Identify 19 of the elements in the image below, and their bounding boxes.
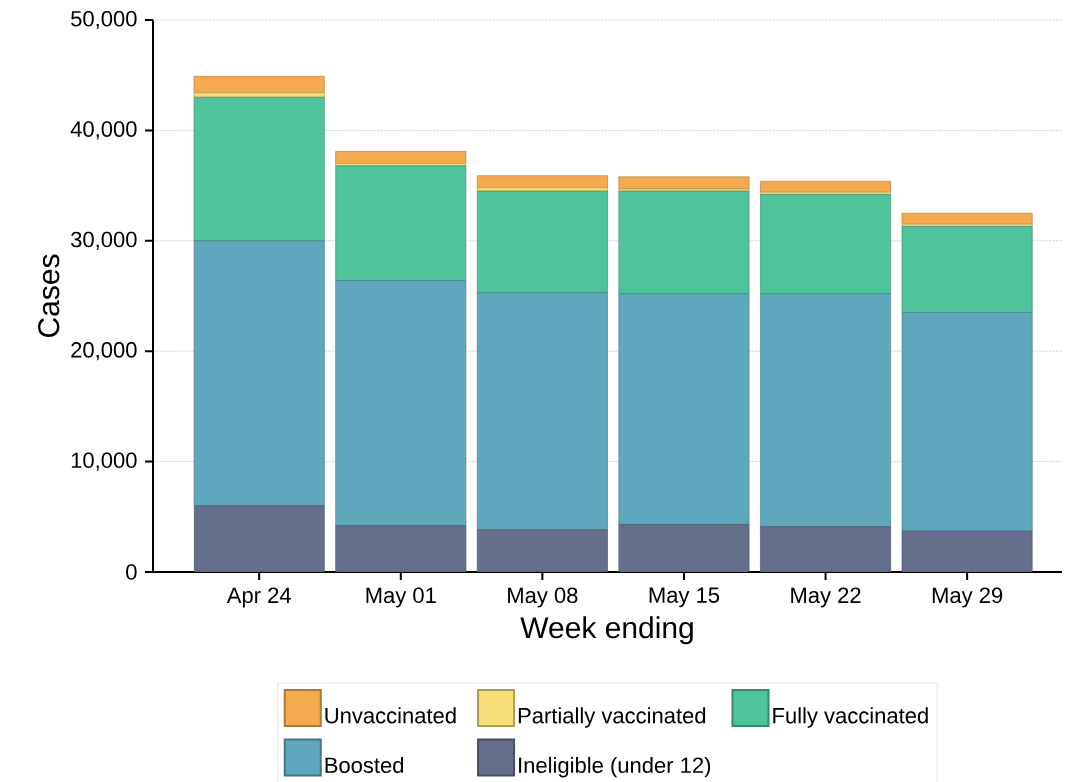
y-tick-label: 20,000 bbox=[71, 342, 137, 361]
y-tick-label: 0 bbox=[126, 564, 137, 580]
x-tick-label: May 01 bbox=[366, 587, 436, 608]
legend-label: Ineligible (under 12) bbox=[519, 756, 711, 778]
y-tick-label: 30,000 bbox=[71, 231, 137, 250]
x-tick-label: Apr 24 bbox=[226, 587, 291, 608]
x-tick-label: May 29 bbox=[932, 587, 1003, 608]
legend-label: Unvaccinated bbox=[325, 707, 456, 724]
y-tick-label: 50,000 bbox=[71, 10, 137, 30]
x-tick-label: May 22 bbox=[791, 587, 861, 608]
y-axis-title: Cases bbox=[38, 254, 60, 337]
x-tick-label: May 08 bbox=[508, 587, 578, 608]
legend-label: Partially vaccinated bbox=[518, 707, 706, 728]
y-tick-label: 40,000 bbox=[70, 121, 137, 140]
x-tick-label: May 15 bbox=[649, 587, 720, 608]
legend-label: Boosted bbox=[325, 756, 404, 774]
legend-label: Fully vaccinated bbox=[773, 707, 928, 728]
y-tick-label: 10,000 bbox=[71, 452, 137, 471]
x-axis-title: Week ending bbox=[520, 616, 693, 645]
